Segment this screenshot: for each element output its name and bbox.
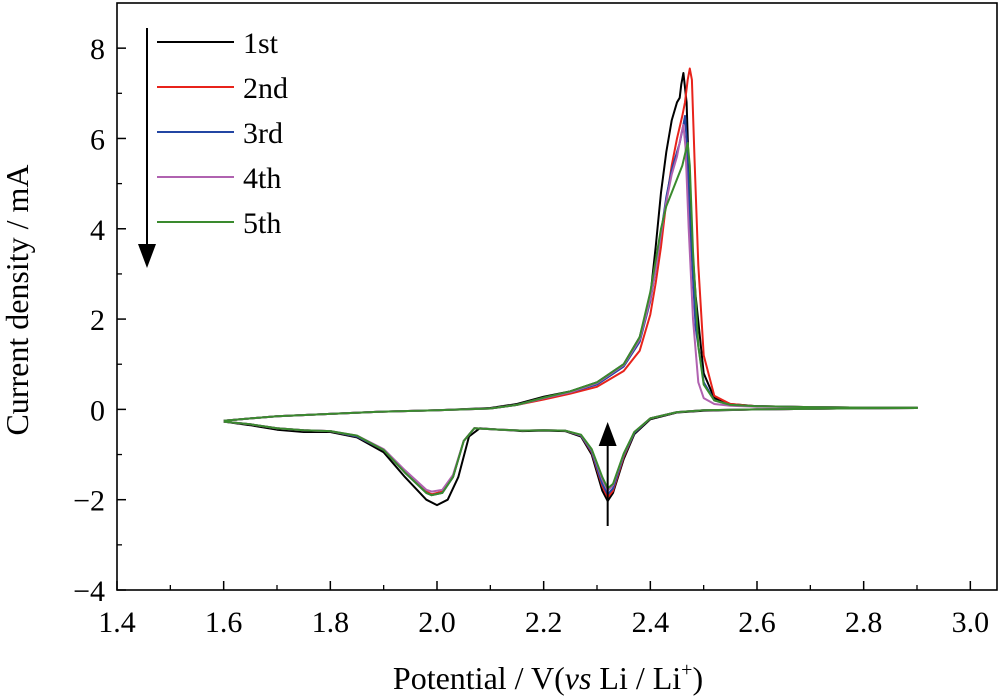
y-tick-label: −4 <box>73 575 105 608</box>
x-tick-label: 2.6 <box>738 606 776 639</box>
legend-label: 1st <box>243 27 279 60</box>
y-axis-title: Current density / mA <box>0 164 35 435</box>
x-tick-label: 1.4 <box>98 606 136 639</box>
x-axis-title-main: Potential / V( <box>393 660 565 696</box>
y-tick-label: 0 <box>90 394 105 427</box>
axis-ticks: 1.4 1.6 1.8 2.0 2.2 2.4 2.6 2.8 3.0 −4 −2 0 2 4 6 8 <box>73 33 989 639</box>
series-layer <box>223 67 918 507</box>
x-tick-label: 2.2 <box>525 606 563 639</box>
x-axis-title-close: ) <box>692 660 703 696</box>
x-tick-label: 2.8 <box>845 606 883 639</box>
x-tick-label: 2.4 <box>632 606 670 639</box>
series-line-4th <box>223 123 918 493</box>
x-tick-label: 1.8 <box>312 606 350 639</box>
x-tick-label: 1.6 <box>205 606 243 639</box>
x-tick-label: 2.0 <box>418 606 456 639</box>
legend-label: 3rd <box>243 117 283 150</box>
arrow-up-head <box>598 422 617 446</box>
x-axis-title: Potential / V(vs Li / Li+) <box>393 659 703 696</box>
y-tick-label: 6 <box>90 123 105 156</box>
plot-frame <box>116 2 998 591</box>
series-line-3rd <box>223 114 918 497</box>
x-axis-title-rest: Li / Li <box>591 660 681 696</box>
x-tick-label: 3.0 <box>952 606 990 639</box>
y-tick-label: 4 <box>90 214 105 247</box>
y-tick-label: 2 <box>90 304 105 337</box>
y-tick-label: −2 <box>73 485 105 518</box>
y-tick-label: 8 <box>90 33 105 66</box>
legend: 1st 2nd 3rd 4th 5th <box>157 27 288 240</box>
x-axis-title-sup: + <box>681 659 692 681</box>
legend-label: 5th <box>243 207 281 240</box>
series-line-1st <box>223 72 918 507</box>
series-line-5th <box>223 142 918 497</box>
legend-label: 4th <box>243 162 281 195</box>
annotation-arrows <box>138 28 617 526</box>
x-axis-title-italic: vs <box>565 660 592 696</box>
legend-label: 2nd <box>243 72 288 105</box>
arrow-down-head <box>138 244 156 268</box>
